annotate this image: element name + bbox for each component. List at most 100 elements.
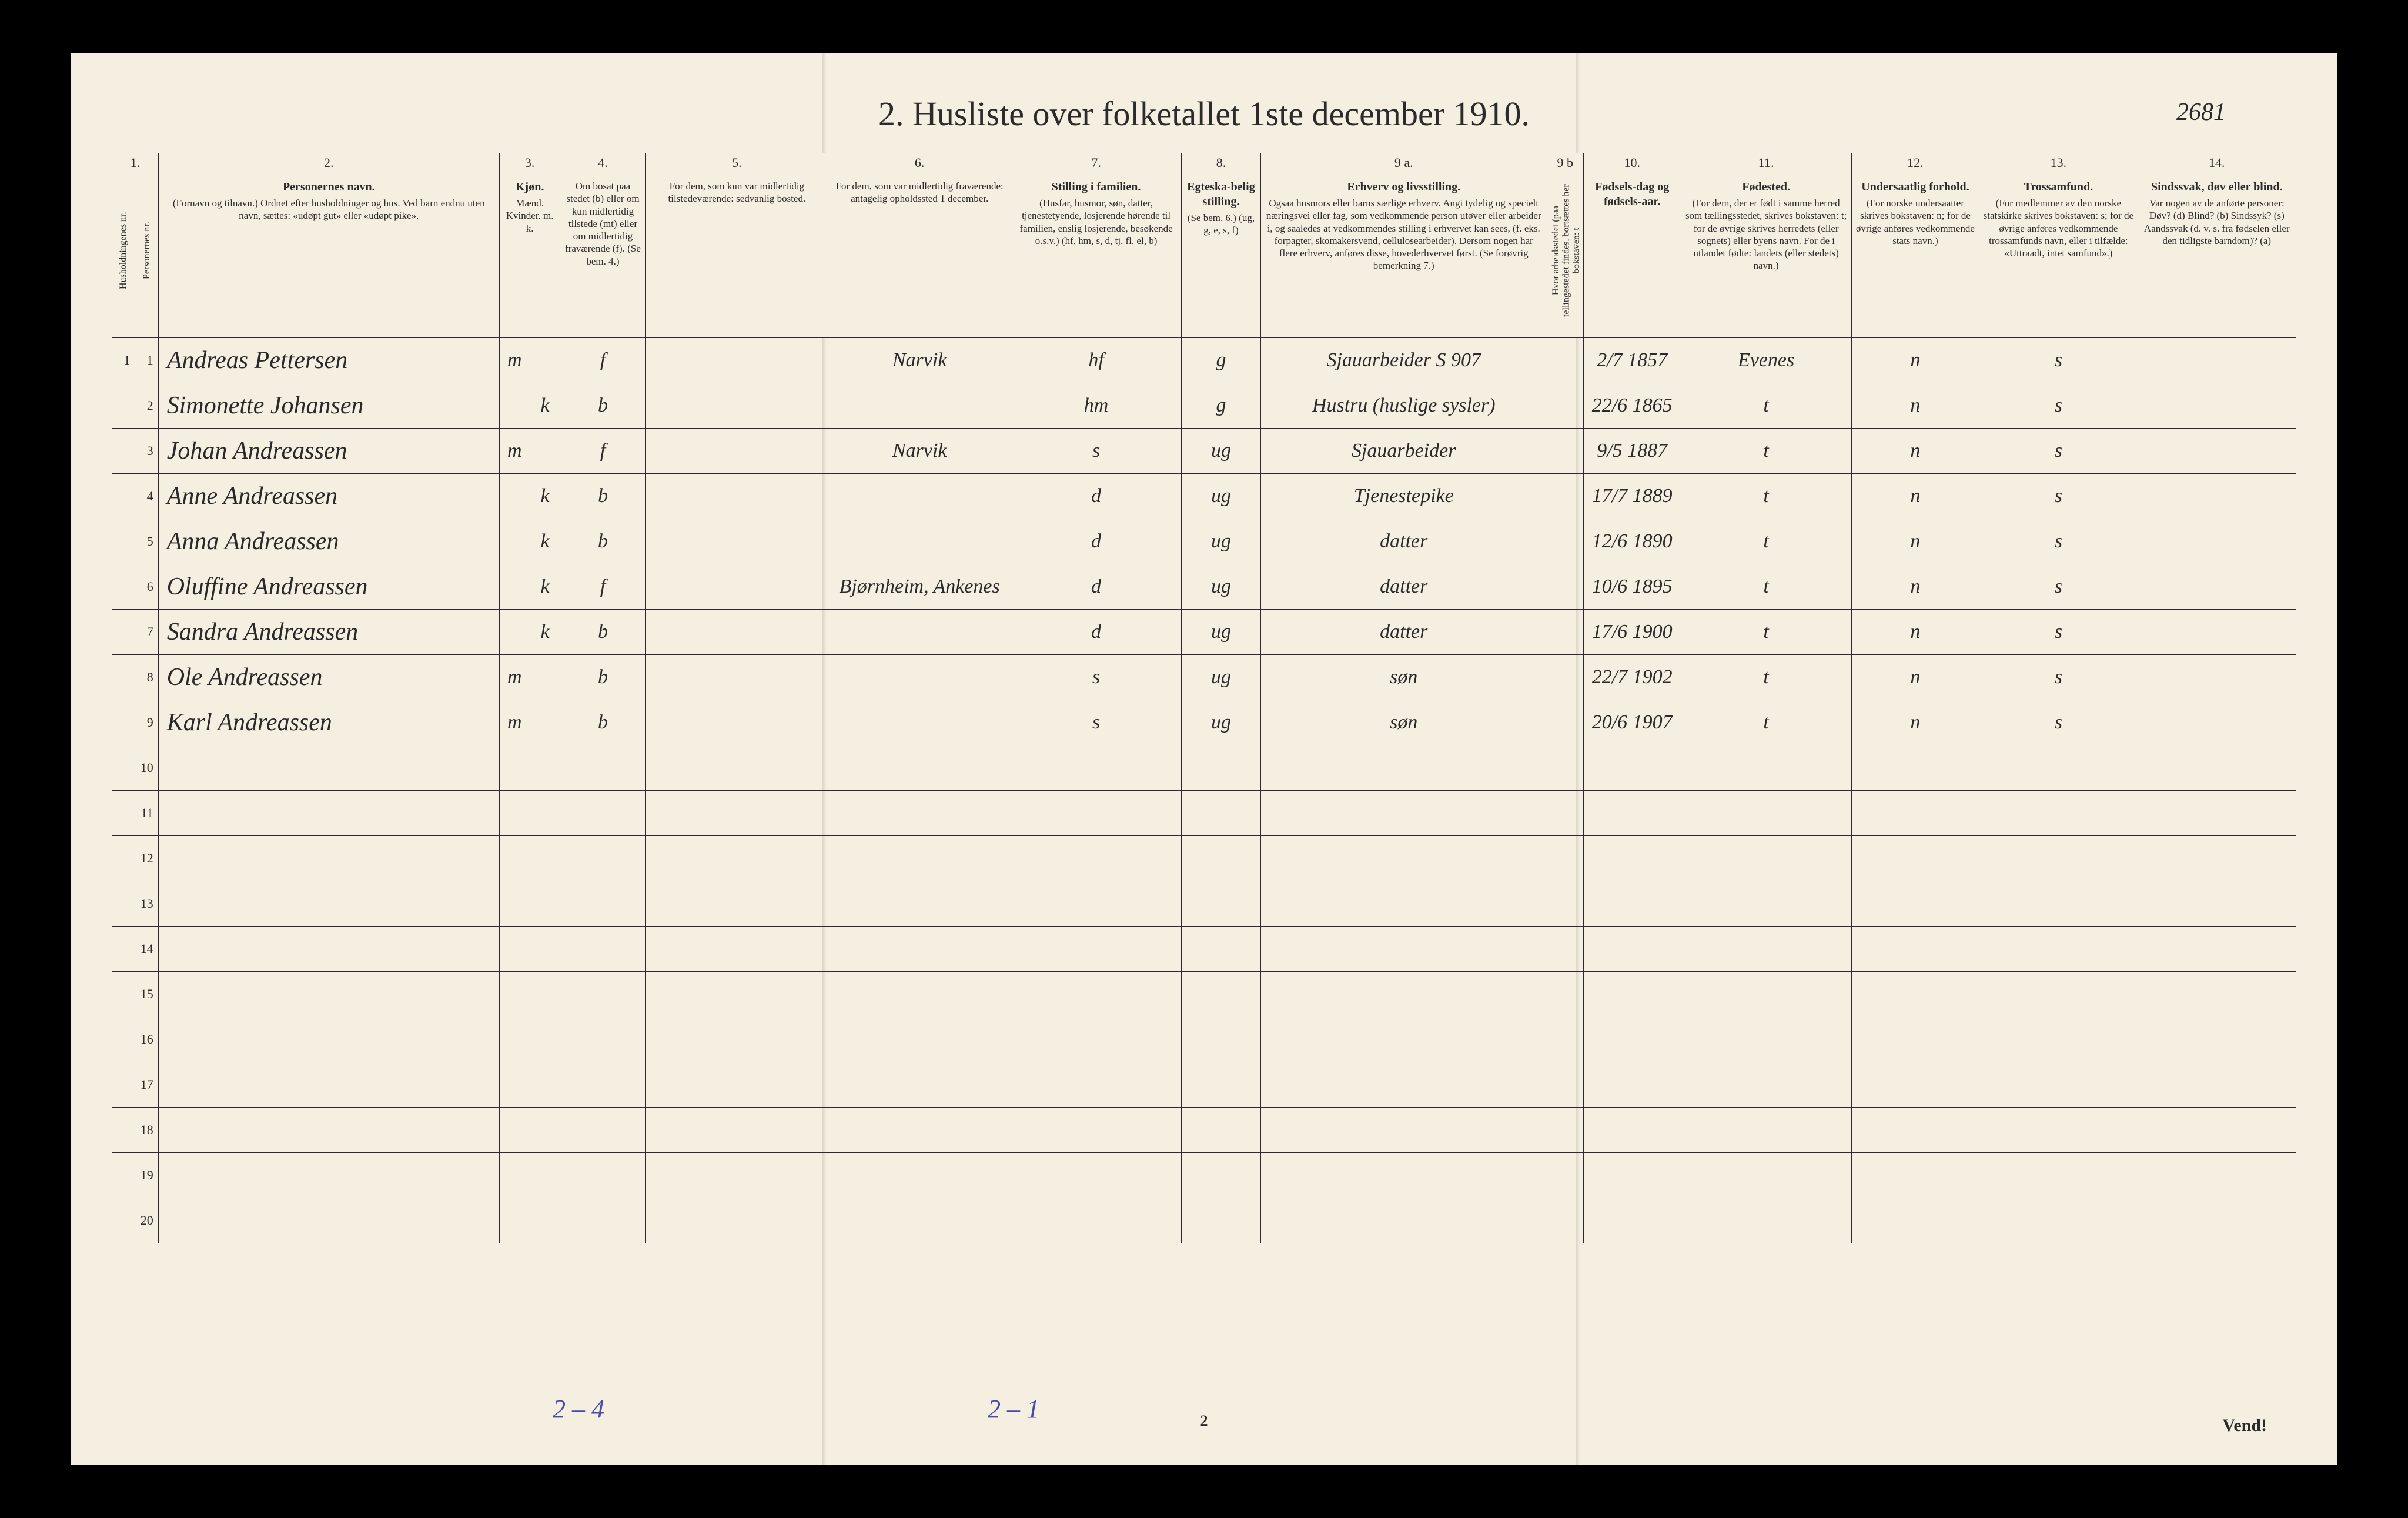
- colnum: 10.: [1583, 153, 1681, 175]
- cell-sex-m: [499, 927, 530, 972]
- cell-household: [112, 745, 135, 791]
- cell-family-position: [1011, 791, 1182, 836]
- cell-whereabouts: [828, 881, 1011, 927]
- cell-person-nr: 4: [135, 474, 158, 519]
- cell-sex-k: [530, 836, 560, 881]
- cell-usual-residence: [646, 1108, 828, 1153]
- cell-sex-m: [499, 1017, 530, 1062]
- cell-occupation: [1260, 1062, 1547, 1108]
- cell-sex-k: [530, 745, 560, 791]
- cell-nationality: n: [1851, 383, 1979, 429]
- cell-workplace: [1547, 927, 1583, 972]
- cell-occupation: Sjauarbeider: [1260, 429, 1547, 474]
- header-whereabouts: For dem, som var midlertidig fraværende:…: [828, 175, 1011, 338]
- cell-religion: s: [1979, 700, 2138, 745]
- cell-household: [112, 700, 135, 745]
- cell-family-position: s: [1011, 429, 1182, 474]
- cell-religion: s: [1979, 564, 2138, 610]
- cell-birthdate: 22/6 1865: [1583, 383, 1681, 429]
- header-sex: Kjøn. Mænd. Kvinder. m. k.: [499, 175, 560, 338]
- cell-sex-m: [499, 881, 530, 927]
- cell-person-nr: 8: [135, 655, 158, 700]
- cell-marital: g: [1182, 338, 1261, 383]
- cell-religion: [1979, 1108, 2138, 1153]
- cell-household: [112, 1108, 135, 1153]
- cell-workplace: [1547, 610, 1583, 655]
- cell-workplace: [1547, 474, 1583, 519]
- cell-household: [112, 1017, 135, 1062]
- cell-name: [158, 745, 499, 791]
- cell-infirmity: [2138, 655, 2296, 700]
- column-number-row: 1. 2. 3. 4. 5. 6. 7. 8. 9 a. 9 b 10. 11.…: [112, 153, 2296, 175]
- cell-birthplace: [1681, 1108, 1851, 1153]
- cell-birthplace: Evenes: [1681, 338, 1851, 383]
- table-row: 5Anna Andreassenkbdugdatter12/6 1890tns: [112, 519, 2296, 564]
- cell-sex-m: m: [499, 338, 530, 383]
- cell-infirmity: [2138, 972, 2296, 1017]
- cell-family-position: [1011, 927, 1182, 972]
- cell-birthplace: t: [1681, 519, 1851, 564]
- header-usual-residence: For dem, som kun var midlertidig tilsted…: [646, 175, 828, 338]
- cell-workplace: [1547, 1198, 1583, 1243]
- cell-sex-k: [530, 1198, 560, 1243]
- cell-religion: [1979, 972, 2138, 1017]
- cell-household: [112, 655, 135, 700]
- cell-nationality: [1851, 836, 1979, 881]
- cell-person-nr: 17: [135, 1062, 158, 1108]
- cell-sex-m: m: [499, 700, 530, 745]
- cell-workplace: [1547, 338, 1583, 383]
- cell-religion: [1979, 1198, 2138, 1243]
- cell-name: [158, 927, 499, 972]
- cell-household: [112, 927, 135, 972]
- cell-person-nr: 13: [135, 881, 158, 927]
- cell-religion: [1979, 1153, 2138, 1198]
- cell-usual-residence: [646, 1062, 828, 1108]
- cell-sex-m: [499, 972, 530, 1017]
- cell-person-nr: 2: [135, 383, 158, 429]
- header-occupation: Erhverv og livsstilling. Ogsaa husmors e…: [1260, 175, 1547, 338]
- cell-usual-residence: [646, 655, 828, 700]
- cell-infirmity: [2138, 1017, 2296, 1062]
- column-header-row: Husholdningenes nr. Personernes nr. Pers…: [112, 175, 2296, 338]
- cell-family-position: d: [1011, 519, 1182, 564]
- header-workplace: Hvor arbeidsstedet (paa tellingestedet f…: [1547, 175, 1583, 338]
- cell-occupation: [1260, 836, 1547, 881]
- cell-religion: [1979, 791, 2138, 836]
- colnum: 4.: [560, 153, 646, 175]
- cell-workplace: [1547, 791, 1583, 836]
- cell-marital: ug: [1182, 655, 1261, 700]
- cell-name: [158, 1108, 499, 1153]
- cell-sex-m: [499, 519, 530, 564]
- cell-presence: b: [560, 655, 646, 700]
- cell-whereabouts: [828, 927, 1011, 972]
- cell-family-position: [1011, 1017, 1182, 1062]
- cell-marital: [1182, 881, 1261, 927]
- cell-birthplace: t: [1681, 383, 1851, 429]
- cell-usual-residence: [646, 429, 828, 474]
- cell-birthplace: t: [1681, 700, 1851, 745]
- cell-usual-residence: [646, 972, 828, 1017]
- cell-infirmity: [2138, 927, 2296, 972]
- cell-whereabouts: [828, 1062, 1011, 1108]
- cell-sex-m: [499, 564, 530, 610]
- cell-household: [112, 1198, 135, 1243]
- cell-infirmity: [2138, 1108, 2296, 1153]
- cell-family-position: d: [1011, 610, 1182, 655]
- cell-marital: ug: [1182, 564, 1261, 610]
- cell-birthdate: [1583, 836, 1681, 881]
- cell-occupation: datter: [1260, 519, 1547, 564]
- cell-household: [112, 1062, 135, 1108]
- cell-occupation: søn: [1260, 700, 1547, 745]
- cell-whereabouts: [828, 655, 1011, 700]
- cell-sex-k: [530, 655, 560, 700]
- colnum: 13.: [1979, 153, 2138, 175]
- cell-sex-m: [499, 383, 530, 429]
- cell-marital: ug: [1182, 474, 1261, 519]
- table-row: 3Johan AndreassenmfNarviksugSjauarbeider…: [112, 429, 2296, 474]
- cell-household: [112, 836, 135, 881]
- cell-nationality: n: [1851, 610, 1979, 655]
- cell-religion: [1979, 1062, 2138, 1108]
- cell-usual-residence: [646, 1017, 828, 1062]
- cell-marital: [1182, 1198, 1261, 1243]
- cell-presence: f: [560, 338, 646, 383]
